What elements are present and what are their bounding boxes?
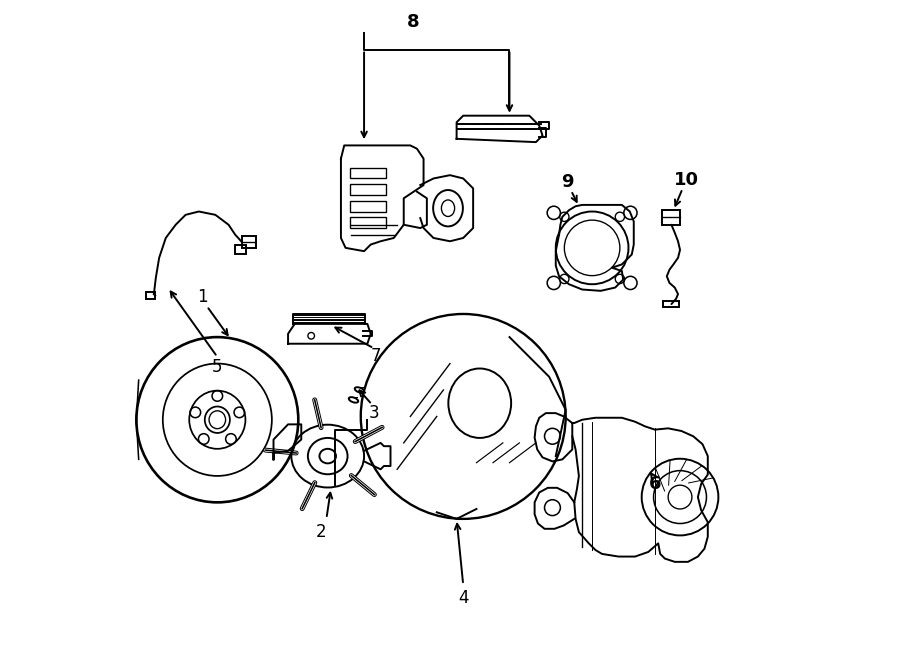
- Bar: [146, 292, 155, 299]
- Bar: [349, 201, 386, 212]
- Text: 6: 6: [649, 475, 662, 493]
- Text: 5: 5: [212, 358, 222, 376]
- Bar: [235, 245, 247, 254]
- Text: 3: 3: [369, 404, 379, 422]
- Text: 7: 7: [371, 346, 382, 365]
- Bar: [242, 236, 256, 248]
- Text: 4: 4: [458, 589, 469, 607]
- Bar: [349, 217, 386, 228]
- Bar: [662, 210, 680, 225]
- Text: 9: 9: [562, 173, 574, 191]
- Text: 1: 1: [197, 288, 207, 307]
- Bar: [349, 184, 386, 195]
- Text: 2: 2: [316, 523, 327, 541]
- Text: 10: 10: [673, 171, 698, 189]
- Bar: [662, 301, 680, 307]
- Bar: [349, 168, 386, 178]
- Text: 8: 8: [408, 13, 420, 31]
